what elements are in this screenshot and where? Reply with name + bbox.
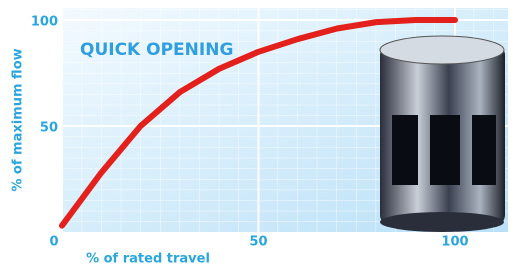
valve-image — [380, 36, 505, 232]
x-tick-label: 100 — [441, 235, 468, 250]
y-tick-label: 50 — [40, 121, 58, 136]
valve-port — [430, 115, 460, 185]
valve-bottom — [380, 212, 504, 232]
chart: QUICK OPENING % of rated travel % of max… — [0, 0, 514, 267]
page: QUICK OPENING % of rated travel % of max… — [0, 0, 514, 267]
y-axis-label: % of maximum flow — [11, 48, 26, 191]
chart-title: QUICK OPENING — [80, 40, 233, 60]
valve-port — [392, 115, 418, 185]
valve-top — [380, 36, 504, 64]
x-tick-label: 50 — [249, 235, 267, 250]
valve-port — [472, 115, 496, 185]
x-axis-label: % of rated travel — [86, 252, 210, 267]
y-tick-label: 100 — [31, 15, 58, 30]
x-tick-label: 0 — [49, 235, 58, 250]
